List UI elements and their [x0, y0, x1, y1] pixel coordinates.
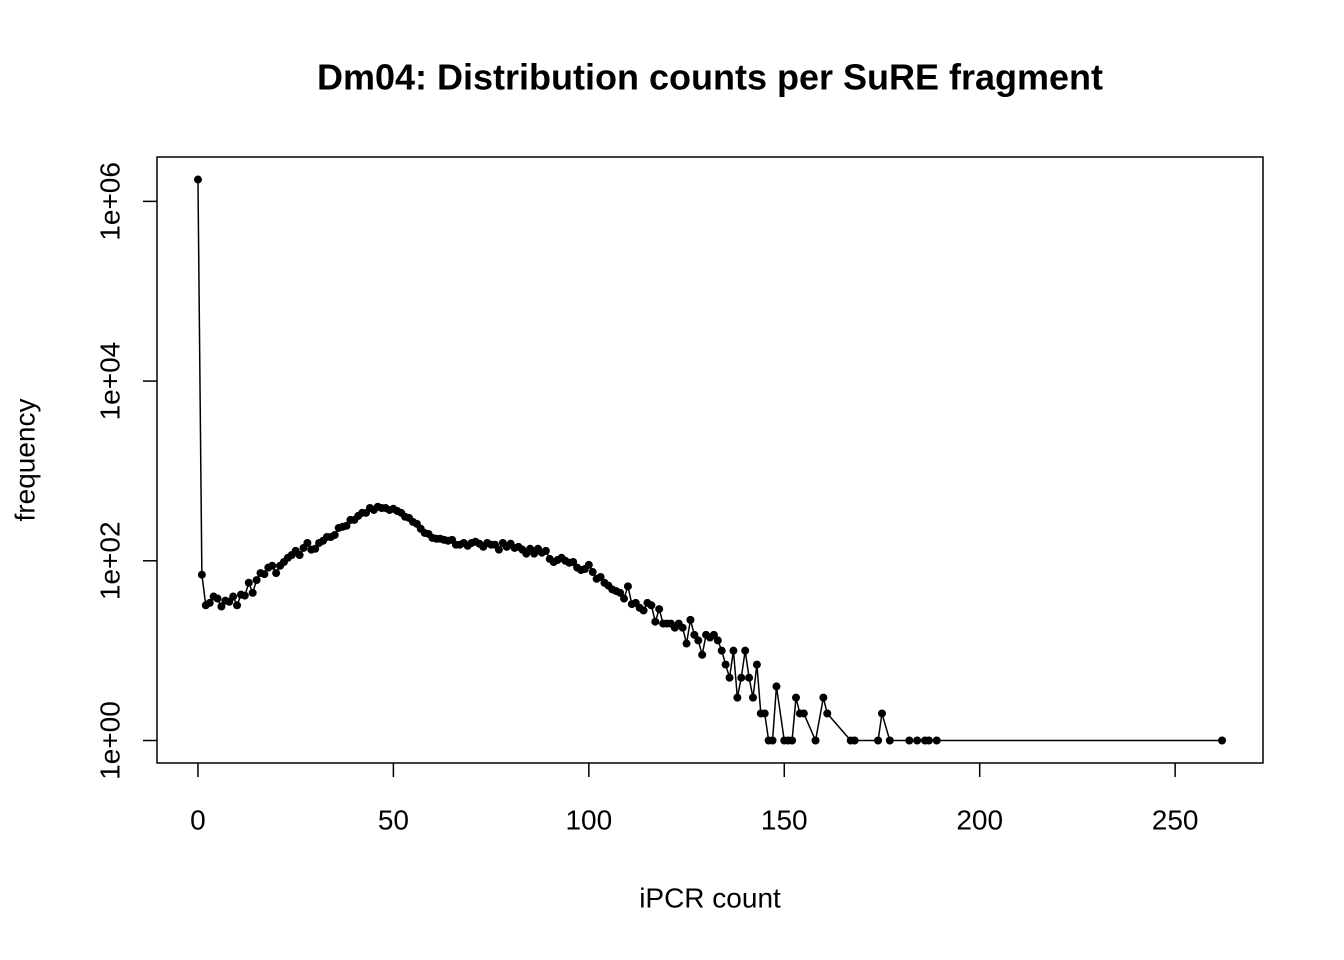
- plot-frame: [156, 156, 1264, 764]
- data-point: [885, 736, 894, 745]
- data-point: [303, 538, 312, 547]
- data-point: [690, 630, 699, 639]
- data-point: [620, 594, 629, 603]
- data-point: [588, 568, 597, 577]
- data-point: [772, 682, 781, 691]
- data-point: [686, 615, 695, 624]
- data-point: [791, 693, 800, 702]
- data-point: [694, 636, 703, 645]
- data-point: [596, 573, 605, 582]
- data-point: [819, 693, 828, 702]
- data-point: [330, 530, 339, 539]
- data-point: [741, 646, 750, 655]
- chart-title: Dm04: Distribution counts per SuRE fragm…: [317, 57, 1103, 98]
- data-point: [217, 602, 226, 611]
- data-point: [811, 736, 820, 745]
- data-point: [768, 736, 777, 745]
- data-point: [655, 605, 664, 614]
- data-point: [713, 636, 722, 645]
- data-point: [874, 736, 883, 745]
- data-point: [721, 660, 730, 669]
- data-point: [823, 709, 832, 718]
- data-point: [905, 736, 914, 745]
- data-point: [272, 569, 281, 578]
- data-point: [877, 709, 886, 718]
- data-point: [213, 594, 222, 603]
- y-axis-label: frequency: [9, 399, 40, 522]
- data-line: [197, 179, 1223, 744]
- data-point: [748, 693, 757, 702]
- data-point: [709, 630, 718, 639]
- x-axis-label: iPCR count: [639, 882, 781, 913]
- y-tick-label: 1e+02: [94, 521, 125, 600]
- data-point: [229, 592, 238, 601]
- data-point: [193, 175, 202, 184]
- data-point: [205, 598, 214, 607]
- data-point: [913, 736, 922, 745]
- data-point: [678, 623, 687, 632]
- data-point: [240, 591, 249, 600]
- x-tick-label: 50: [378, 804, 409, 835]
- x-tick-label: 250: [1152, 804, 1199, 835]
- data-point: [252, 576, 261, 585]
- data-point: [260, 570, 269, 579]
- data-point: [623, 582, 632, 591]
- data-point: [647, 601, 656, 610]
- data-point: [729, 646, 738, 655]
- x-tick-label: 100: [565, 804, 612, 835]
- data-point: [584, 560, 593, 569]
- data-point: [737, 673, 746, 682]
- x-tick-label: 150: [761, 804, 808, 835]
- y-tick-label: 1e+00: [94, 701, 125, 780]
- data-point: [494, 545, 503, 554]
- data-point: [616, 588, 625, 597]
- data-point: [1218, 736, 1227, 745]
- data-point: [244, 578, 253, 587]
- y-tick-label: 1e+06: [94, 162, 125, 241]
- data-point: [651, 617, 660, 626]
- data-point: [233, 601, 242, 610]
- data-point: [717, 646, 726, 655]
- data-point: [799, 709, 808, 718]
- data-point: [725, 673, 734, 682]
- y-tick-label: 1e+04: [94, 342, 125, 421]
- data-point: [295, 551, 304, 560]
- data-point: [745, 673, 754, 682]
- data-point: [248, 588, 257, 597]
- data-point: [733, 693, 742, 702]
- data-point: [268, 561, 277, 570]
- data-point: [682, 639, 691, 648]
- data-point: [932, 736, 941, 745]
- x-tick-label: 0: [190, 804, 206, 835]
- x-tick-label: 200: [956, 804, 1003, 835]
- data-point: [788, 736, 797, 745]
- data-point: [569, 557, 578, 566]
- data-point: [760, 709, 769, 718]
- data-point: [752, 660, 761, 669]
- data-point: [639, 606, 648, 615]
- data-point: [924, 736, 933, 745]
- data-point: [850, 736, 859, 745]
- data-point: [197, 570, 206, 579]
- data-point: [342, 521, 351, 530]
- data-point: [311, 544, 320, 553]
- data-point: [698, 650, 707, 659]
- data-point: [541, 546, 550, 555]
